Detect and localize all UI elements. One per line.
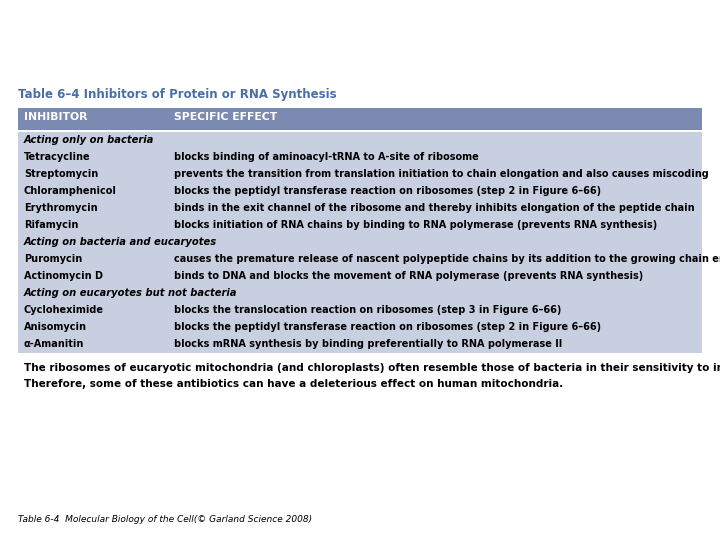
Text: blocks initiation of RNA chains by binding to RNA polymerase (prevents RNA synth: blocks initiation of RNA chains by bindi… [174, 220, 657, 230]
Bar [18, 183, 702, 200]
Bar [18, 319, 702, 336]
Text: binds to DNA and blocks the movement of RNA polymerase (prevents RNA synthesis): binds to DNA and blocks the movement of … [174, 271, 643, 281]
Bar [18, 200, 702, 217]
Text: Chloramphenicol: Chloramphenicol [24, 186, 117, 196]
Bar [18, 108, 702, 130]
Text: Tetracycline: Tetracycline [24, 152, 91, 162]
Text: Acting only on bacteria: Acting only on bacteria [24, 135, 154, 145]
Bar [18, 336, 702, 353]
Text: INHIBITOR: INHIBITOR [24, 112, 88, 122]
Text: Rifamycin: Rifamycin [24, 220, 78, 230]
Text: Anisomycin: Anisomycin [24, 322, 87, 332]
Text: Puromycin: Puromycin [24, 254, 82, 264]
Text: Erythromycin: Erythromycin [24, 203, 98, 213]
Text: Table 6-4  Molecular Biology of the Cell(© Garland Science 2008): Table 6-4 Molecular Biology of the Cell(… [18, 515, 312, 524]
Bar [18, 302, 702, 319]
Bar [18, 234, 702, 251]
Text: Acting on eucaryotes but not bacteria: Acting on eucaryotes but not bacteria [24, 288, 238, 298]
Text: Actinomycin D: Actinomycin D [24, 271, 103, 281]
Text: SPECIFIC EFFECT: SPECIFIC EFFECT [174, 112, 277, 122]
Text: Streptomycin: Streptomycin [24, 169, 98, 179]
Text: blocks mRNA synthesis by binding preferentially to RNA polymerase II: blocks mRNA synthesis by binding prefere… [174, 339, 562, 349]
Text: binds in the exit channel of the ribosome and thereby inhibits elongation of the: binds in the exit channel of the ribosom… [174, 203, 695, 213]
Text: Acting on bacteria and eucaryotes: Acting on bacteria and eucaryotes [24, 237, 217, 247]
Text: Therefore, some of these antibiotics can have a deleterious effect on human mito: Therefore, some of these antibiotics can… [24, 379, 563, 389]
Text: blocks the peptidyl transferase reaction on ribosomes (step 2 in Figure 6–66): blocks the peptidyl transferase reaction… [174, 322, 601, 332]
Bar [18, 285, 702, 302]
Text: The ribosomes of eucaryotic mitochondria (and chloroplasts) often resemble those: The ribosomes of eucaryotic mitochondria… [24, 363, 720, 373]
Text: α-Amanitin: α-Amanitin [24, 339, 84, 349]
Text: blocks binding of aminoacyl-tRNA to A-site of ribosome: blocks binding of aminoacyl-tRNA to A-si… [174, 152, 479, 162]
Text: Cycloheximide: Cycloheximide [24, 305, 104, 315]
Text: causes the premature release of nascent polypeptide chains by its addition to th: causes the premature release of nascent … [174, 254, 720, 264]
Bar [18, 251, 702, 268]
Text: blocks the translocation reaction on ribosomes (step 3 in Figure 6–66): blocks the translocation reaction on rib… [174, 305, 562, 315]
Bar [18, 149, 702, 166]
Bar [18, 166, 702, 183]
Bar [18, 132, 702, 149]
Text: Table 6–4 Inhibitors of Protein or RNA Synthesis: Table 6–4 Inhibitors of Protein or RNA S… [18, 88, 337, 101]
Text: prevents the transition from translation initiation to chain elongation and also: prevents the transition from translation… [174, 169, 708, 179]
Bar [18, 268, 702, 285]
Bar [18, 217, 702, 234]
Text: blocks the peptidyl transferase reaction on ribosomes (step 2 in Figure 6–66): blocks the peptidyl transferase reaction… [174, 186, 601, 196]
